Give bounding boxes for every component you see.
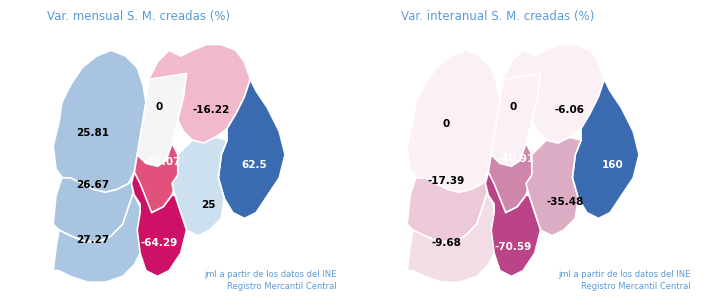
- Text: -70.59: -70.59: [494, 242, 532, 252]
- Polygon shape: [407, 189, 500, 282]
- Text: 27.27: 27.27: [76, 235, 109, 245]
- Text: 25.81: 25.81: [76, 128, 109, 138]
- Polygon shape: [503, 45, 604, 143]
- Polygon shape: [132, 143, 178, 213]
- Text: -40.91: -40.91: [497, 154, 535, 164]
- Text: 0: 0: [155, 102, 163, 112]
- Text: -45.07: -45.07: [143, 157, 181, 167]
- Polygon shape: [53, 189, 146, 282]
- Text: 62.5: 62.5: [241, 160, 268, 170]
- Text: Var. interanual S. M. creadas (%): Var. interanual S. M. creadas (%): [401, 10, 595, 23]
- Text: 0: 0: [509, 102, 517, 112]
- Polygon shape: [132, 172, 186, 276]
- Text: 0: 0: [442, 119, 450, 129]
- Text: -35.48: -35.48: [547, 198, 584, 208]
- Polygon shape: [572, 79, 639, 218]
- Text: 26.67: 26.67: [76, 180, 109, 190]
- Polygon shape: [407, 50, 500, 192]
- Polygon shape: [407, 172, 489, 241]
- Text: -16.22: -16.22: [193, 105, 230, 115]
- Polygon shape: [137, 50, 186, 166]
- Text: Var. mensual S. M. creadas (%): Var. mensual S. M. creadas (%): [47, 10, 231, 23]
- Polygon shape: [53, 50, 146, 192]
- Text: -6.06: -6.06: [554, 105, 585, 115]
- Text: jml a partir de los datos del INE
Registro Mercantil Central: jml a partir de los datos del INE Regist…: [204, 270, 336, 291]
- Polygon shape: [172, 137, 227, 236]
- Text: jml a partir de los datos del INE
Registro Mercantil Central: jml a partir de los datos del INE Regist…: [558, 270, 690, 291]
- Polygon shape: [218, 79, 285, 218]
- Text: -64.29: -64.29: [140, 238, 178, 248]
- Polygon shape: [486, 172, 540, 276]
- Polygon shape: [149, 45, 250, 143]
- Text: 160: 160: [602, 160, 624, 170]
- Polygon shape: [526, 137, 581, 236]
- Polygon shape: [486, 143, 532, 213]
- Polygon shape: [53, 172, 135, 241]
- Polygon shape: [491, 50, 540, 166]
- Text: 25: 25: [201, 200, 215, 210]
- Text: -9.68: -9.68: [431, 238, 461, 248]
- Text: -17.39: -17.39: [428, 176, 465, 186]
